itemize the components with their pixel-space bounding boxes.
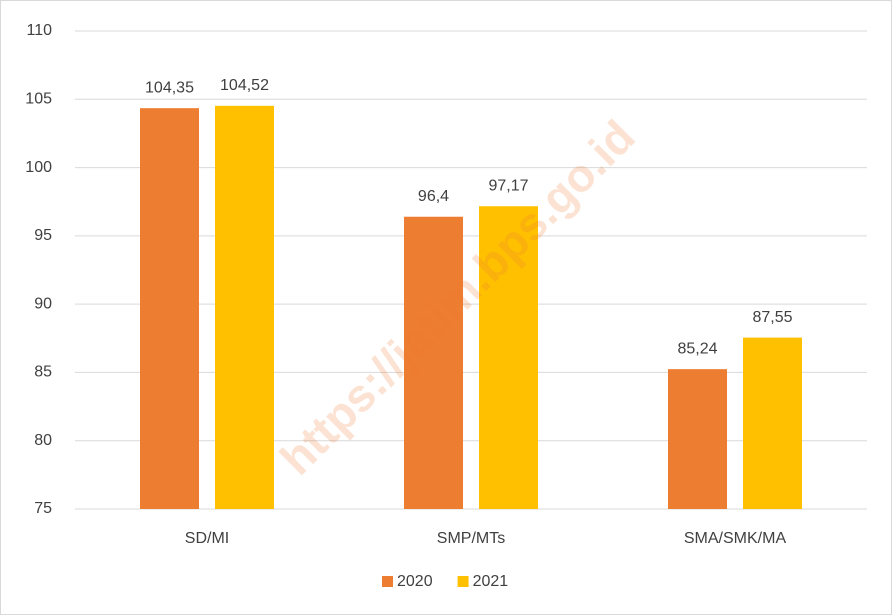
legend-label: 2020 <box>397 573 433 590</box>
legend-label: 2021 <box>473 573 509 590</box>
y-tick-label: 80 <box>34 432 52 449</box>
y-tick-label: 85 <box>34 364 52 381</box>
value-label: 104,52 <box>220 77 269 94</box>
y-tick-label: 75 <box>34 500 52 517</box>
bar <box>140 108 199 510</box>
value-label: 97,17 <box>488 177 528 194</box>
value-label: 96,4 <box>418 188 449 205</box>
x-tick-label: SD/MI <box>185 530 229 547</box>
bar <box>215 105 274 510</box>
y-tick-label: 100 <box>25 159 52 176</box>
bar <box>668 369 727 509</box>
x-tick-label: SMP/MTs <box>437 530 505 547</box>
bar <box>743 337 802 509</box>
y-tick-label: 105 <box>25 91 52 108</box>
value-label: 87,55 <box>752 309 792 326</box>
x-tick-label: SMA/SMK/MA <box>684 530 787 547</box>
bar <box>404 216 463 510</box>
y-tick-label: 95 <box>34 227 52 244</box>
bar <box>479 206 538 510</box>
y-tick-label: 90 <box>34 295 52 312</box>
value-label: 85,24 <box>677 340 717 357</box>
y-tick-label: 110 <box>26 22 52 39</box>
legend-swatch <box>457 576 469 587</box>
legend-swatch <box>382 576 393 587</box>
value-label: 104,35 <box>145 79 194 96</box>
